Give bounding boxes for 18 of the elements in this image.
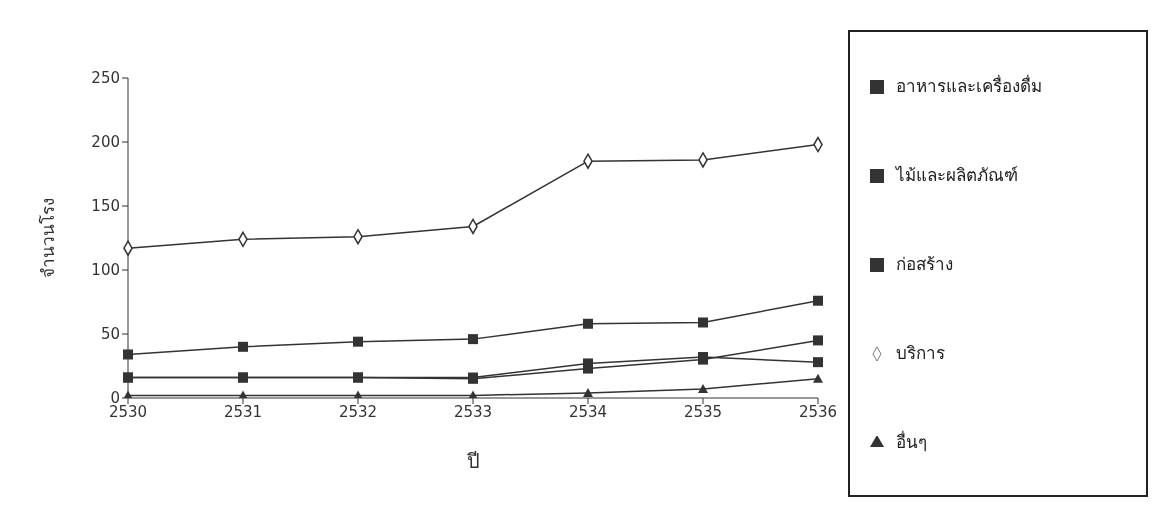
x-tick-label: 2534 (568, 402, 608, 421)
y-tick-label: 200 (91, 133, 120, 152)
x-tick-label: 2536 (798, 402, 838, 421)
y-tick-label: 50 (100, 325, 120, 344)
legend-label: บริการ (896, 342, 945, 363)
x-tick-label: 2531 (223, 402, 263, 421)
y-tick-label: 250 (91, 69, 120, 88)
x-tick-label: 2532 (338, 402, 378, 421)
y-tick-label: 100 (91, 261, 120, 280)
legend-label: ก่อสร้าง (896, 253, 953, 274)
x-tick-label: 2535 (683, 402, 723, 421)
legend-label: อาหารและเครื่องดื่ม (896, 75, 1042, 96)
y-tick-label: 150 (91, 197, 120, 216)
legend-label: ไม้และผลิตภัณฑ์ (896, 164, 1018, 185)
y-axis-title: จำนวนโรง (38, 198, 59, 278)
x-tick-label: 2533 (453, 402, 493, 421)
x-axis-title: ปี (466, 449, 480, 473)
legend-label: อื่นๆ (896, 431, 927, 452)
